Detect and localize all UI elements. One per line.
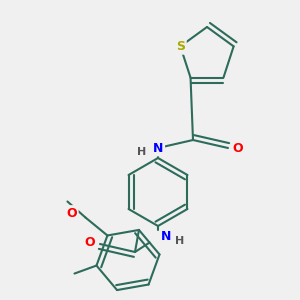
Text: H: H — [176, 236, 184, 246]
Text: N: N — [153, 142, 163, 154]
Text: O: O — [85, 236, 95, 248]
Text: H: H — [137, 147, 147, 157]
Text: S: S — [176, 40, 185, 53]
Text: N: N — [161, 230, 171, 244]
Text: O: O — [66, 207, 77, 220]
Text: O: O — [233, 142, 243, 154]
